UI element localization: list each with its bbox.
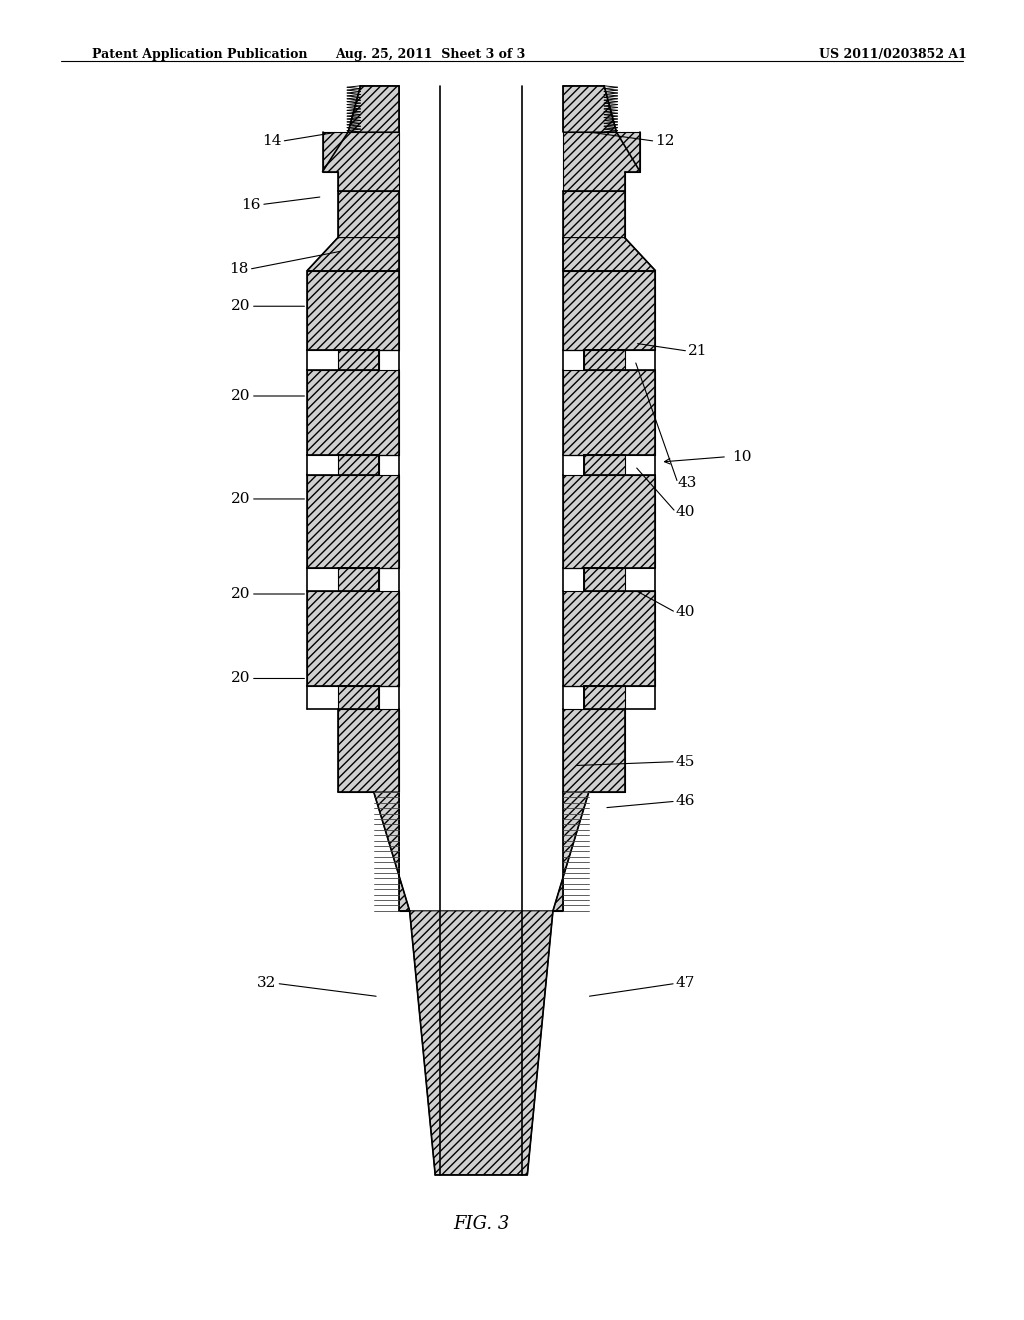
Text: 20: 20 [231,587,251,601]
Polygon shape [338,350,399,370]
Text: 20: 20 [231,672,251,685]
Polygon shape [338,686,399,709]
Polygon shape [307,271,399,350]
Text: 45: 45 [676,755,695,768]
Text: 20: 20 [231,300,251,313]
Polygon shape [338,455,399,475]
Text: 43: 43 [678,477,697,490]
Polygon shape [563,475,655,568]
Polygon shape [563,709,625,792]
Text: 46: 46 [676,795,695,808]
Text: Aug. 25, 2011  Sheet 3 of 3: Aug. 25, 2011 Sheet 3 of 3 [335,48,525,61]
Polygon shape [338,709,399,792]
Polygon shape [374,792,410,911]
Text: 32: 32 [257,977,276,990]
Polygon shape [307,591,399,686]
Polygon shape [307,475,399,568]
Text: 18: 18 [229,263,249,276]
Text: 40: 40 [676,606,695,619]
Text: 12: 12 [655,135,675,148]
Text: 14: 14 [262,135,282,148]
Text: 20: 20 [231,389,251,403]
Polygon shape [563,191,625,271]
Text: 16: 16 [242,198,261,211]
Text: 47: 47 [676,977,695,990]
Text: 21: 21 [688,345,708,358]
Polygon shape [563,568,625,591]
Text: 40: 40 [676,506,695,519]
Polygon shape [348,86,399,132]
Polygon shape [563,455,625,475]
Polygon shape [410,911,553,1175]
Polygon shape [563,271,655,350]
Text: FIG. 3: FIG. 3 [453,1214,510,1233]
Text: Patent Application Publication: Patent Application Publication [92,48,307,61]
Text: 20: 20 [231,492,251,506]
Polygon shape [563,132,640,191]
Polygon shape [563,238,655,271]
Polygon shape [323,132,399,191]
Polygon shape [563,686,625,709]
Polygon shape [563,350,625,370]
Polygon shape [338,568,399,591]
Polygon shape [563,370,655,455]
Polygon shape [307,370,399,455]
Text: 10: 10 [732,450,752,463]
Polygon shape [307,238,399,271]
Polygon shape [563,591,655,686]
Polygon shape [338,191,399,271]
Polygon shape [553,792,589,911]
Text: US 2011/0203852 A1: US 2011/0203852 A1 [819,48,967,61]
Bar [440,86,522,1175]
Polygon shape [563,86,616,132]
